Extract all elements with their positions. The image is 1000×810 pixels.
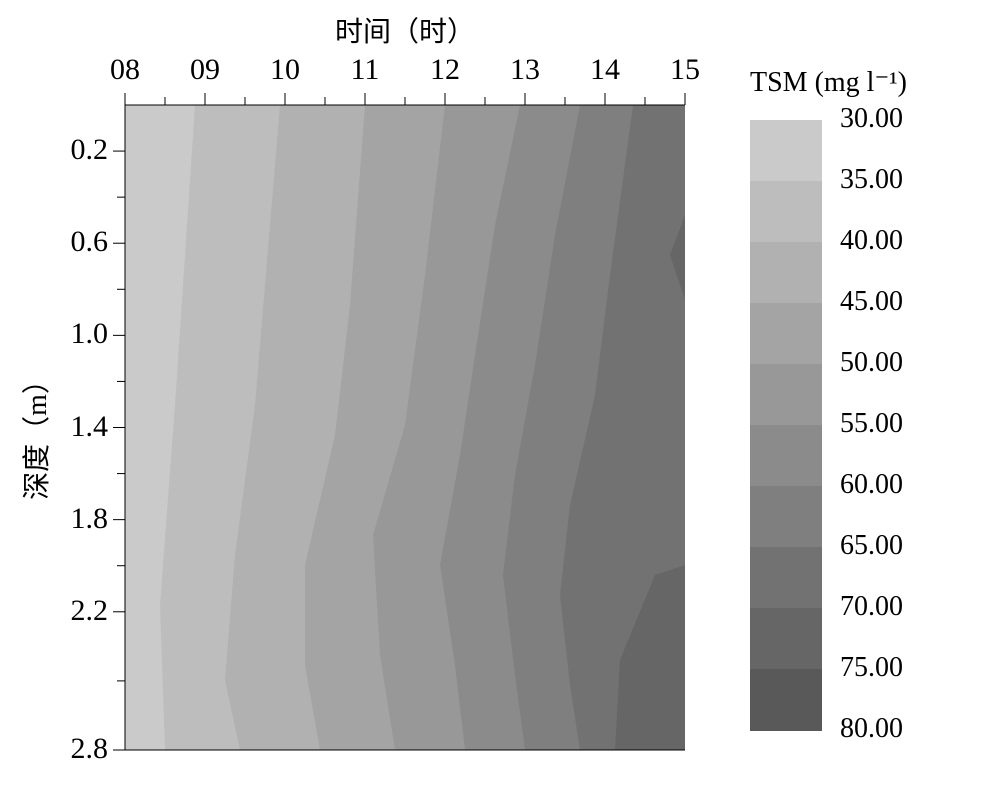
x-tick-label: 13 <box>495 53 555 87</box>
y-tick-label: 1.0 <box>53 317 108 351</box>
x-axis-title: 时间（时） <box>315 10 495 50</box>
x-tick-label: 11 <box>335 53 395 87</box>
legend-tick-label: 80.00 <box>840 713 903 745</box>
legend-tick-label: 75.00 <box>840 652 903 684</box>
legend-swatch <box>750 608 822 670</box>
legend-swatch <box>750 181 822 243</box>
x-tick-label: 09 <box>175 53 235 87</box>
legend-tick-label: 70.00 <box>840 591 903 623</box>
legend-tick-label: 60.00 <box>840 469 903 501</box>
legend-colorbar <box>750 120 822 730</box>
legend-swatch <box>750 547 822 609</box>
x-tick-label: 10 <box>255 53 315 87</box>
legend-title: TSM (mg l⁻¹) <box>750 65 907 99</box>
legend-tick-label: 65.00 <box>840 530 903 562</box>
legend-swatch <box>750 303 822 365</box>
legend-swatch <box>750 364 822 426</box>
legend-swatch <box>750 425 822 487</box>
x-tick-label: 12 <box>415 53 475 87</box>
x-tick-label: 08 <box>95 53 155 87</box>
x-tick-label: 15 <box>655 53 715 87</box>
y-tick-label: 2.2 <box>53 594 108 628</box>
legend-swatch <box>750 669 822 731</box>
y-tick-label: 2.8 <box>53 732 108 766</box>
legend-tick-label: 30.00 <box>840 103 903 135</box>
x-tick-label: 14 <box>575 53 635 87</box>
legend-tick-label: 45.00 <box>840 286 903 318</box>
legend-tick-label: 40.00 <box>840 225 903 257</box>
y-tick-label: 1.8 <box>53 502 108 536</box>
legend-swatch <box>750 120 822 182</box>
y-tick-label: 0.2 <box>53 133 108 167</box>
legend-tick-label: 35.00 <box>840 164 903 196</box>
contour-plot <box>125 105 685 750</box>
legend-swatch <box>750 486 822 548</box>
legend-tick-label: 50.00 <box>840 347 903 379</box>
legend-tick-label: 55.00 <box>840 408 903 440</box>
y-axis-title: 深度（m） <box>15 348 55 518</box>
legend-swatch <box>750 242 822 304</box>
y-tick-label: 1.4 <box>53 410 108 444</box>
y-tick-label: 0.6 <box>53 225 108 259</box>
